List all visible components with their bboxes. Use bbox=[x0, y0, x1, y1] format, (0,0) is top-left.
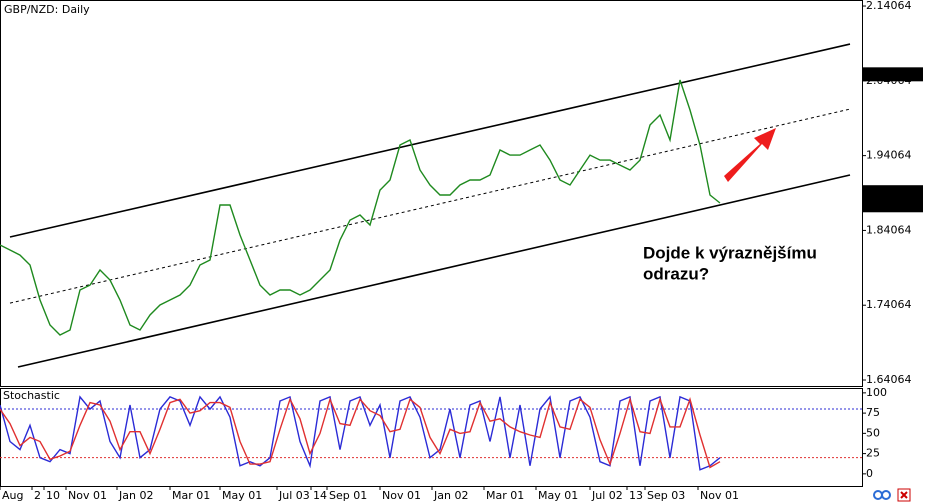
y-tick-label: 1.74064 bbox=[866, 298, 912, 311]
y-tick-label: 1.84064 bbox=[866, 223, 912, 236]
x-tick-label: Jan 02 bbox=[118, 489, 153, 502]
series-line bbox=[0, 395, 721, 471]
title-bg bbox=[2, 2, 88, 17]
x-tick-label: 13 bbox=[629, 489, 643, 502]
y-tick-label: 100 bbox=[866, 386, 887, 399]
x-tick-label: 2 bbox=[34, 489, 41, 502]
price-panel bbox=[0, 0, 863, 387]
chart-title: GBP/NZD: Daily bbox=[4, 3, 90, 16]
x-tick-label: Mar 01 bbox=[486, 489, 524, 502]
y-tick-label: 50 bbox=[866, 426, 880, 439]
stochastic-panel bbox=[0, 388, 863, 487]
x-tick-label: 14 bbox=[313, 489, 327, 502]
price-label: 1.89173 bbox=[866, 185, 912, 198]
panel-title: Stochastic bbox=[3, 389, 60, 402]
price-label: 2.04933 bbox=[866, 67, 912, 80]
x-tick-label: Jul 03 bbox=[278, 489, 310, 502]
y-tick-label: 1.64064 bbox=[866, 373, 912, 386]
icons bbox=[873, 488, 911, 502]
series-line bbox=[0, 79, 721, 336]
x-tick-label: Nov 01 bbox=[68, 489, 107, 502]
annotation: Dojde k výraznějšímu bbox=[643, 243, 817, 262]
x-tick-label: May 01 bbox=[222, 489, 262, 502]
y-tick-label: 1.94064 bbox=[866, 149, 912, 162]
channel-line bbox=[17, 174, 851, 368]
annotation: odrazu? bbox=[643, 264, 709, 283]
y-tick-label: 0 bbox=[866, 467, 873, 480]
price-label: 1.87425 bbox=[866, 198, 912, 211]
title-bg bbox=[2, 389, 58, 403]
x-tick-label: 10 bbox=[46, 489, 60, 502]
price-label-box bbox=[863, 198, 923, 213]
x-tick-label: Nov 01 bbox=[700, 489, 739, 502]
channel-line bbox=[9, 43, 851, 238]
x-tick-label: Nov 01 bbox=[382, 489, 421, 502]
x-tick-label: Jul 02 bbox=[591, 489, 623, 502]
x-tick-label: Sep 01 bbox=[329, 489, 367, 502]
price-label-box bbox=[863, 67, 923, 82]
arrow bbox=[724, 128, 776, 182]
x-tick-label: Mar 01 bbox=[172, 489, 210, 502]
y-tick-label: 75 bbox=[866, 406, 880, 419]
series-line bbox=[0, 396, 721, 469]
x-tick-label: Sep 03 bbox=[647, 489, 685, 502]
x-tick-label: May 01 bbox=[538, 489, 578, 502]
y-tick-label: 25 bbox=[866, 447, 880, 460]
x-tick-label: Aug bbox=[2, 489, 23, 502]
y-tick-label: 2.14064 bbox=[866, 0, 912, 12]
x-tick-label: Jan 02 bbox=[433, 489, 468, 502]
price-label-box bbox=[863, 185, 923, 200]
